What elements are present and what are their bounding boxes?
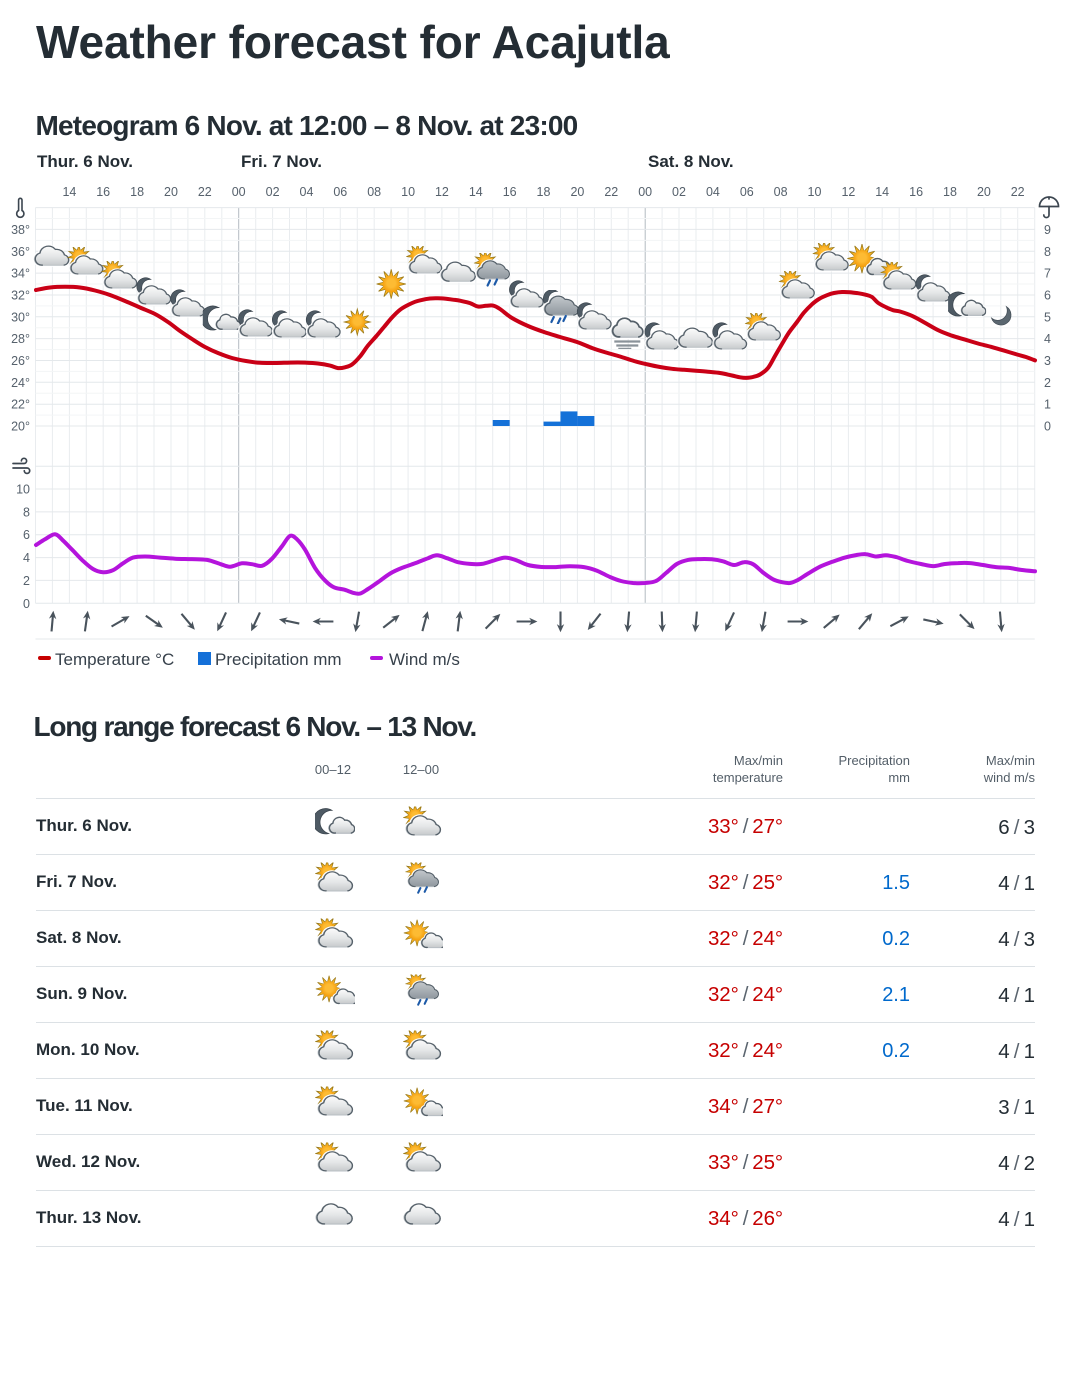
svg-text:6: 6 xyxy=(23,528,30,542)
svg-text:36°: 36° xyxy=(11,245,30,259)
svg-text:7: 7 xyxy=(1044,267,1051,281)
svg-text:16: 16 xyxy=(503,185,517,199)
svg-text:4: 4 xyxy=(23,551,30,565)
svg-text:4: 4 xyxy=(1044,332,1051,346)
svg-text:32°: 32° xyxy=(11,289,30,303)
svg-text:Fri. 7 Nov.: Fri. 7 Nov. xyxy=(241,152,322,171)
svg-text:10: 10 xyxy=(401,185,415,199)
svg-text:Thur. 6 Nov.: Thur. 6 Nov. xyxy=(37,152,133,171)
svg-text:02: 02 xyxy=(266,185,280,199)
svg-text:18: 18 xyxy=(943,185,957,199)
svg-text:2: 2 xyxy=(1044,376,1051,390)
svg-text:5: 5 xyxy=(1044,310,1051,324)
svg-text:34°: 34° xyxy=(11,267,30,281)
svg-text:30°: 30° xyxy=(11,310,30,324)
svg-text:1: 1 xyxy=(1044,398,1051,412)
svg-text:3: 3 xyxy=(1044,354,1051,368)
svg-text:0: 0 xyxy=(1044,420,1051,434)
svg-text:9: 9 xyxy=(1044,223,1051,237)
svg-text:24°: 24° xyxy=(11,376,30,390)
svg-text:28°: 28° xyxy=(11,332,30,346)
svg-text:20°: 20° xyxy=(11,420,30,434)
svg-text:08: 08 xyxy=(367,185,381,199)
svg-text:16: 16 xyxy=(96,185,110,199)
svg-text:06: 06 xyxy=(333,185,347,199)
svg-text:22: 22 xyxy=(1011,185,1025,199)
svg-text:10: 10 xyxy=(16,483,30,497)
svg-text:14: 14 xyxy=(875,185,889,199)
svg-text:26°: 26° xyxy=(11,354,30,368)
svg-text:06: 06 xyxy=(740,185,754,199)
svg-text:0: 0 xyxy=(23,597,30,611)
svg-text:16: 16 xyxy=(909,185,923,199)
svg-text:6: 6 xyxy=(1044,289,1051,303)
svg-text:38°: 38° xyxy=(11,223,30,237)
svg-text:04: 04 xyxy=(706,185,720,199)
svg-text:8: 8 xyxy=(1044,245,1051,259)
svg-text:12: 12 xyxy=(435,185,449,199)
svg-text:18: 18 xyxy=(537,185,551,199)
svg-text:2: 2 xyxy=(23,574,30,588)
svg-text:10: 10 xyxy=(808,185,822,199)
svg-text:22: 22 xyxy=(198,185,212,199)
svg-text:04: 04 xyxy=(300,185,314,199)
svg-text:Sat. 8 Nov.: Sat. 8 Nov. xyxy=(648,152,734,171)
svg-text:18: 18 xyxy=(130,185,144,199)
svg-text:08: 08 xyxy=(774,185,788,199)
svg-text:8: 8 xyxy=(23,505,30,519)
svg-text:20: 20 xyxy=(570,185,584,199)
svg-text:20: 20 xyxy=(977,185,991,199)
svg-text:22°: 22° xyxy=(11,398,30,412)
svg-text:22: 22 xyxy=(604,185,618,199)
svg-text:14: 14 xyxy=(62,185,76,199)
svg-text:00: 00 xyxy=(232,185,246,199)
svg-text:14: 14 xyxy=(469,185,483,199)
svg-text:12: 12 xyxy=(841,185,855,199)
svg-text:02: 02 xyxy=(672,185,686,199)
svg-text:00: 00 xyxy=(638,185,652,199)
svg-text:20: 20 xyxy=(164,185,178,199)
